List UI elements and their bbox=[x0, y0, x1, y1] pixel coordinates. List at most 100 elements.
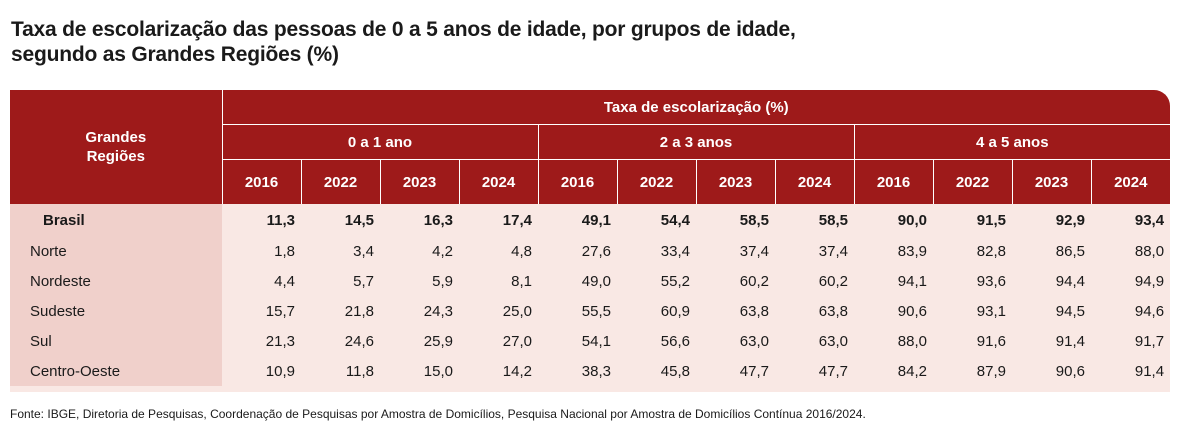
value-cell: 82,8 bbox=[976, 242, 1006, 260]
value-cell: 25,0 bbox=[502, 302, 532, 320]
year-header: 2016 bbox=[221, 159, 301, 204]
value-cell: 91,4 bbox=[1134, 362, 1165, 380]
value-cell: 38,3 bbox=[581, 362, 611, 380]
value-cell: 88,0 bbox=[1134, 242, 1165, 260]
year-header: 2022 bbox=[300, 159, 380, 204]
group-header: 0 a 1 ano bbox=[221, 124, 538, 160]
year-header: 2023 bbox=[1011, 159, 1091, 204]
value-cell: 24,6 bbox=[344, 332, 374, 350]
value-cell: 49,1 bbox=[581, 211, 611, 229]
value-cell: 5,9 bbox=[432, 272, 453, 290]
year-header: 2024 bbox=[1090, 159, 1170, 204]
year-header: 2024 bbox=[774, 159, 854, 204]
value-cell: 83,9 bbox=[897, 242, 927, 260]
value-cell: 45,8 bbox=[660, 362, 690, 380]
table-row: Centro-Oeste 10,9 11,8 15,0 14,2 38,3 45,8 47,7… bbox=[10, 356, 1170, 386]
value-cell: 84,2 bbox=[897, 362, 927, 380]
value-cell: 94,4 bbox=[1055, 272, 1085, 290]
value-cell: 55,5 bbox=[581, 302, 611, 320]
value-cell: 63,0 bbox=[739, 332, 769, 350]
value-cell: 56,6 bbox=[660, 332, 690, 350]
value-cell: 3,4 bbox=[353, 242, 374, 260]
value-cell: 21,8 bbox=[344, 302, 374, 320]
value-cell: 90,6 bbox=[897, 302, 927, 320]
value-cell: 60,2 bbox=[818, 272, 848, 290]
value-cell: 15,7 bbox=[265, 302, 295, 320]
value-cell: 55,2 bbox=[660, 272, 690, 290]
value-cell: 88,0 bbox=[897, 332, 927, 350]
value-cell: 37,4 bbox=[818, 242, 848, 260]
value-cell: 11,3 bbox=[266, 211, 295, 229]
value-cell: 17,4 bbox=[502, 211, 532, 229]
value-cell: 1,8 bbox=[274, 242, 295, 260]
region-cell: Norte bbox=[10, 236, 222, 266]
value-cell: 86,5 bbox=[1055, 242, 1085, 260]
value-cell: 14,5 bbox=[344, 211, 374, 229]
value-cell: 54,4 bbox=[660, 211, 690, 229]
value-cell: 60,2 bbox=[739, 272, 769, 290]
value-cell: 94,9 bbox=[1134, 272, 1165, 290]
value-cell: 58,5 bbox=[818, 211, 848, 229]
value-cell: 93,4 bbox=[1134, 211, 1165, 229]
region-cell: Sudeste bbox=[10, 296, 222, 326]
table-row: Norte 1,8 3,4 4,2 4,8 27,6 33,4 37,4 37,4 83,9 82,… bbox=[10, 236, 1170, 266]
value-cell: 94,6 bbox=[1134, 302, 1165, 320]
year-header: 2022 bbox=[932, 159, 1012, 204]
value-cell: 4,8 bbox=[511, 242, 532, 260]
chart-title-line-1: Taxa de escolarização das pessoas de 0 a… bbox=[11, 18, 796, 41]
value-cell: 14,2 bbox=[502, 362, 532, 380]
table-row: Sul 21,3 24,6 25,9 27,0 54,1 56,6 63,0 63,0 88,0 9… bbox=[10, 326, 1170, 356]
region-cell: Sul bbox=[10, 326, 222, 356]
year-header: 2016 bbox=[853, 159, 933, 204]
year-header: 2023 bbox=[695, 159, 775, 204]
group-header: 2 a 3 anos bbox=[537, 124, 854, 160]
value-cell: 58,5 bbox=[739, 211, 769, 229]
value-cell: 4,4 bbox=[274, 272, 295, 290]
value-cell: 94,5 bbox=[1055, 302, 1085, 320]
value-cell: 90,6 bbox=[1055, 362, 1085, 380]
value-cell: 47,7 bbox=[739, 362, 769, 380]
group-header: 4 a 5 anos bbox=[853, 124, 1170, 160]
value-cell: 24,3 bbox=[423, 302, 453, 320]
value-cell: 47,7 bbox=[818, 362, 848, 380]
value-cell: 21,3 bbox=[265, 332, 295, 350]
year-header: 2016 bbox=[537, 159, 617, 204]
value-cell: 90,0 bbox=[897, 211, 927, 229]
value-cell: 37,4 bbox=[739, 242, 769, 260]
value-cell: 5,7 bbox=[353, 272, 374, 290]
value-cell: 63,8 bbox=[818, 302, 848, 320]
data-table: Grandes Regiões Taxa de escolarização (%… bbox=[10, 90, 1170, 386]
year-header: 2023 bbox=[379, 159, 459, 204]
chart-title: Taxa de escolarização das pessoas de 0 a… bbox=[11, 17, 796, 67]
region-column-header: Grandes Regiões bbox=[10, 90, 222, 204]
value-cell: 63,0 bbox=[818, 332, 848, 350]
table-header: Grandes Regiões Taxa de escolarização (%… bbox=[10, 90, 1170, 204]
value-cell: 11,8 bbox=[345, 362, 374, 380]
value-cell: 4,2 bbox=[432, 242, 453, 260]
region-header-line-1: Grandes bbox=[85, 129, 147, 146]
value-cell: 91,6 bbox=[976, 332, 1006, 350]
value-cell: 15,0 bbox=[423, 362, 453, 380]
value-cell: 63,8 bbox=[739, 302, 769, 320]
value-cell: 16,3 bbox=[423, 211, 453, 229]
value-cell: 33,4 bbox=[660, 242, 690, 260]
region-cell: Brasil bbox=[10, 204, 222, 236]
value-cell: 25,9 bbox=[423, 332, 453, 350]
table-row: Sudeste 15,7 21,8 24,3 25,0 55,5 60,9 63,8 63,8 9… bbox=[10, 296, 1170, 326]
main-header: Taxa de escolarização (%) bbox=[221, 90, 1170, 125]
value-cell: 92,9 bbox=[1055, 211, 1085, 229]
value-cell: 54,1 bbox=[581, 332, 611, 350]
value-cell: 91,7 bbox=[1134, 332, 1165, 350]
value-cell: 49,0 bbox=[581, 272, 611, 290]
value-cell: 91,4 bbox=[1055, 332, 1085, 350]
value-cell: 10,9 bbox=[265, 362, 295, 380]
table-row: Brasil 11,3 14,5 16,3 17,4 49,1 54,4 58,5 58,5 90… bbox=[10, 204, 1170, 236]
table-row: Nordeste 4,4 5,7 5,9 8,1 49,0 55,2 60,2 60,2 94,1… bbox=[10, 266, 1170, 296]
year-header: 2024 bbox=[458, 159, 538, 204]
data-table-container: Grandes Regiões Taxa de escolarização (%… bbox=[10, 90, 1170, 392]
chart-title-line-2: segundo as Grandes Regiões (%) bbox=[11, 43, 339, 66]
value-cell: 93,1 bbox=[976, 302, 1006, 320]
table-body: Brasil 11,3 14,5 16,3 17,4 49,1 54,4 58,5 58,5 90… bbox=[10, 204, 1170, 386]
year-header: 2022 bbox=[616, 159, 696, 204]
source-note: Fonte: IBGE, Diretoria de Pesquisas, Coo… bbox=[10, 407, 866, 421]
